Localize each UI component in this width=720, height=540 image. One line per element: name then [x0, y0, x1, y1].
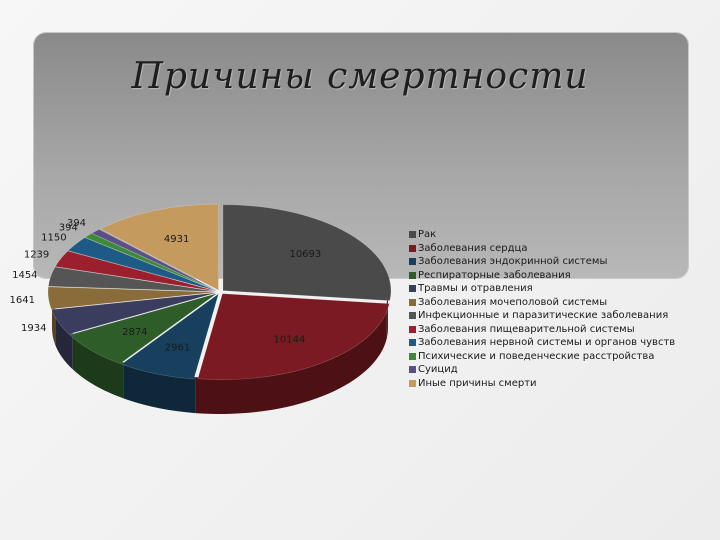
legend-label-7: Заболевания пищеварительной системы — [418, 323, 635, 335]
legend: Рак Заболевания сердца Заболевания эндокри… — [409, 228, 675, 390]
legend-swatch-1 — [409, 244, 416, 252]
legend-swatch-0 — [409, 231, 416, 239]
legend-label-4: Травмы и отравления — [418, 283, 533, 294]
legend-swatch-8 — [409, 339, 416, 347]
pie-slice-3 — [69, 293, 218, 364]
legend-item-7: Заболевания пищеварительной системы — [409, 323, 675, 337]
data-label-5: 1641 — [9, 295, 34, 306]
legend-item-0: Рак — [409, 228, 675, 242]
pie-slice-7 — [54, 250, 217, 292]
legend-label-2: Заболевания эндокринной системы — [418, 256, 608, 267]
pie-slice-0 — [222, 204, 392, 301]
pie-slices — [47, 203, 392, 380]
data-label-10: 394 — [67, 218, 86, 229]
legend-swatch-10 — [409, 366, 416, 374]
legend-swatch-2 — [409, 258, 416, 266]
pie-sides — [52, 292, 388, 414]
pie-side-4 — [55, 308, 73, 370]
pie-side-2 — [123, 362, 196, 414]
legend-swatch-4 — [409, 285, 416, 293]
data-label-11: 4931 — [164, 234, 189, 245]
legend-swatch-5 — [409, 298, 416, 306]
pie-slice-8 — [67, 237, 217, 292]
data-label-9: 394 — [59, 223, 78, 234]
legend-item-2: Заболевания эндокринной системы — [409, 255, 675, 269]
data-label-6: 1454 — [12, 270, 37, 281]
pie-slice-10 — [91, 229, 218, 291]
data-label-4: 1934 — [21, 323, 46, 334]
legend-label-9: Психические и поведенческие расстройства — [418, 350, 655, 362]
data-label-1: 10144 — [274, 334, 306, 345]
data-label-7: 1239 — [24, 250, 49, 261]
pie-slice-4 — [51, 292, 217, 335]
pie-slice-11 — [99, 203, 219, 291]
page-title: Причины смертности — [131, 56, 589, 97]
data-labels: 10693 10144 2961 2874 1934 1641 1454 1239 115039… — [9, 218, 321, 353]
legend-swatch-7 — [409, 325, 416, 333]
data-label-0: 10693 — [289, 249, 321, 260]
legend-label-6: Инфекционные и паразитические заболевани… — [418, 310, 669, 321]
legend-swatch-9 — [409, 352, 416, 360]
legend-swatch-11 — [409, 379, 416, 387]
pie-slice-9 — [84, 232, 218, 291]
legend-label-1: Заболевания сердца — [418, 242, 528, 254]
legend-item-8: Заболевания нервной системы и органов чу… — [409, 336, 675, 350]
legend-label-11: Иные причины смерти — [418, 377, 537, 389]
legend-label-5: Заболевания мочеполовой системы — [418, 296, 608, 308]
legend-item-4: Травмы и отравления — [409, 282, 675, 296]
pie-side-1 — [195, 302, 387, 414]
legend-swatch-3 — [409, 271, 416, 279]
legend-swatch-6 — [409, 312, 416, 320]
legend-label-0: Рак — [418, 229, 437, 240]
legend-item-10: Суицид — [409, 363, 675, 377]
legend-item-3: Респираторные заболевания — [409, 269, 675, 283]
legend-item-6: Инфекционные и паразитические заболевани… — [409, 309, 675, 323]
legend-item-9: Психические и поведенческие расстройства — [409, 350, 675, 364]
legend-item-1: Заболевания сердца — [409, 242, 675, 256]
data-label-2: 2961 — [165, 342, 190, 353]
pie-slice-5 — [47, 286, 217, 310]
pie-slice-6 — [48, 266, 217, 292]
legend-label-3: Респираторные заболевания — [418, 269, 571, 281]
legend-item-5: Заболевания мочеполовой системы — [409, 296, 675, 310]
pie-slice-2 — [121, 293, 220, 380]
pie-side-0 — [386, 292, 388, 339]
legend-label-10: Суицид — [418, 364, 458, 375]
data-label-3: 2874 — [122, 327, 147, 338]
pie-side-3 — [72, 333, 124, 399]
legend-label-8: Заболевания нервной системы и органов чу… — [418, 337, 676, 348]
data-label-8: 1150 — [41, 233, 66, 244]
pie-slice-1 — [197, 293, 390, 380]
legend-item-11: Иные причины смерти — [409, 377, 675, 391]
